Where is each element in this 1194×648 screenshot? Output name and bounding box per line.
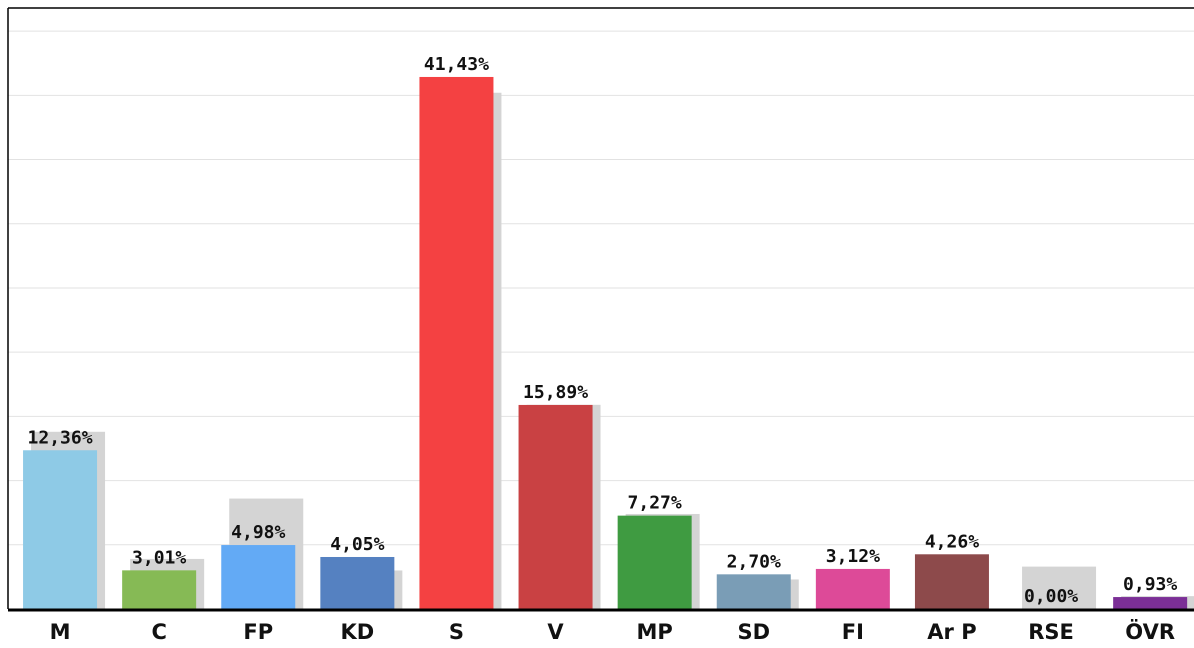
value-label: 2,70%: [727, 551, 781, 572]
bar: [716, 574, 791, 609]
x-tick-label: KD: [340, 620, 374, 644]
bar: [914, 554, 989, 609]
value-label: 12,36%: [28, 427, 93, 448]
bar: [122, 570, 197, 609]
x-tick-label: C: [151, 620, 166, 644]
value-label: 41,43%: [424, 54, 489, 75]
bar: [23, 450, 98, 609]
bar: [419, 76, 494, 610]
value-label: 4,26%: [925, 531, 979, 552]
value-label: 3,12%: [826, 546, 880, 567]
x-tick-label: ÖVR: [1125, 619, 1175, 644]
x-tick-label: S: [449, 620, 464, 644]
bar: [221, 545, 296, 609]
bar: [518, 404, 593, 609]
x-tick-label: RSE: [1028, 620, 1074, 644]
x-tick-label: M: [50, 620, 71, 644]
x-tick-label: Ar P: [927, 620, 976, 644]
value-label: 0,93%: [1123, 574, 1177, 595]
x-tick-label: MP: [637, 620, 673, 644]
value-label: 3,01%: [132, 547, 186, 568]
x-tick-label: FP: [243, 620, 273, 644]
value-label: 4,05%: [330, 534, 384, 555]
x-tick-label: FI: [842, 620, 864, 644]
bar: [815, 568, 890, 609]
bar: [617, 515, 692, 609]
value-label: 7,27%: [628, 493, 682, 514]
bar: [1113, 597, 1188, 609]
value-label: 15,89%: [523, 382, 588, 403]
value-label: 4,98%: [231, 522, 285, 543]
x-tick-label: SD: [737, 620, 770, 644]
bar: [320, 556, 395, 609]
previous-bar: [1022, 566, 1097, 609]
x-tick-label: V: [547, 620, 564, 644]
value-label: 0,00%: [1024, 586, 1078, 607]
